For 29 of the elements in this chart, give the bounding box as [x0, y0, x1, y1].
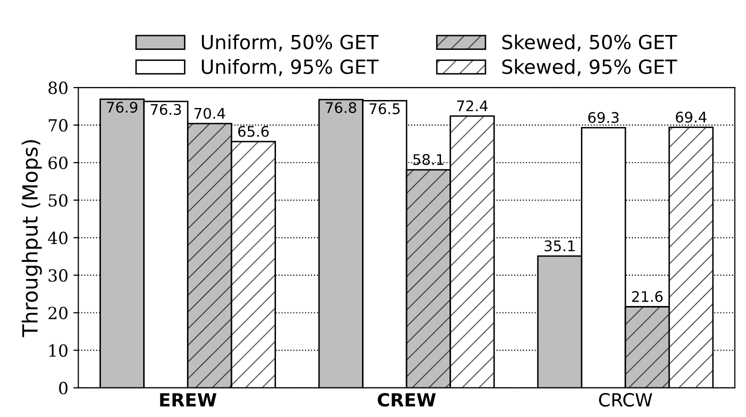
y-tick-label: 0 — [59, 382, 68, 394]
data-label: 76.9 — [107, 102, 138, 113]
data-label: 76.5 — [370, 103, 400, 114]
data-label: 21.6 — [632, 291, 663, 302]
legend-label: Uniform, 95% GET — [202, 59, 379, 76]
data-label: 69.4 — [676, 112, 706, 123]
y-tick-label: 40 — [48, 232, 68, 244]
data-label: 58.1 — [413, 154, 444, 166]
data-label: 76.8 — [326, 102, 356, 114]
data-label: 69.3 — [588, 112, 619, 124]
x-tick-label: CRCW — [599, 392, 652, 407]
x-tick-label: EREW — [160, 393, 216, 406]
y-tick-label: 70 — [48, 119, 68, 132]
y-tick-label: 50 — [48, 194, 68, 207]
y-tick-label: 60 — [48, 156, 68, 170]
legend-label: Uniform, 50% GET — [202, 34, 379, 52]
y-tick-label: 30 — [48, 269, 68, 282]
y-tick-label: 20 — [48, 306, 68, 320]
y-tick-label: 10 — [49, 344, 68, 357]
data-label: 35.1 — [544, 240, 575, 252]
data-label: 70.4 — [194, 108, 226, 119]
y-tick-label: 80 — [48, 82, 68, 94]
legend-label: Skewed, 95% GET — [502, 59, 678, 76]
x-tick-label: CREW — [378, 392, 436, 407]
data-label: 76.3 — [150, 104, 181, 115]
legend-label: Skewed, 50% GET — [502, 34, 678, 52]
data-label: 65.6 — [238, 126, 269, 137]
y-axis-title: Throughput (Mops) — [22, 140, 42, 338]
data-label: 72.4 — [457, 100, 488, 112]
